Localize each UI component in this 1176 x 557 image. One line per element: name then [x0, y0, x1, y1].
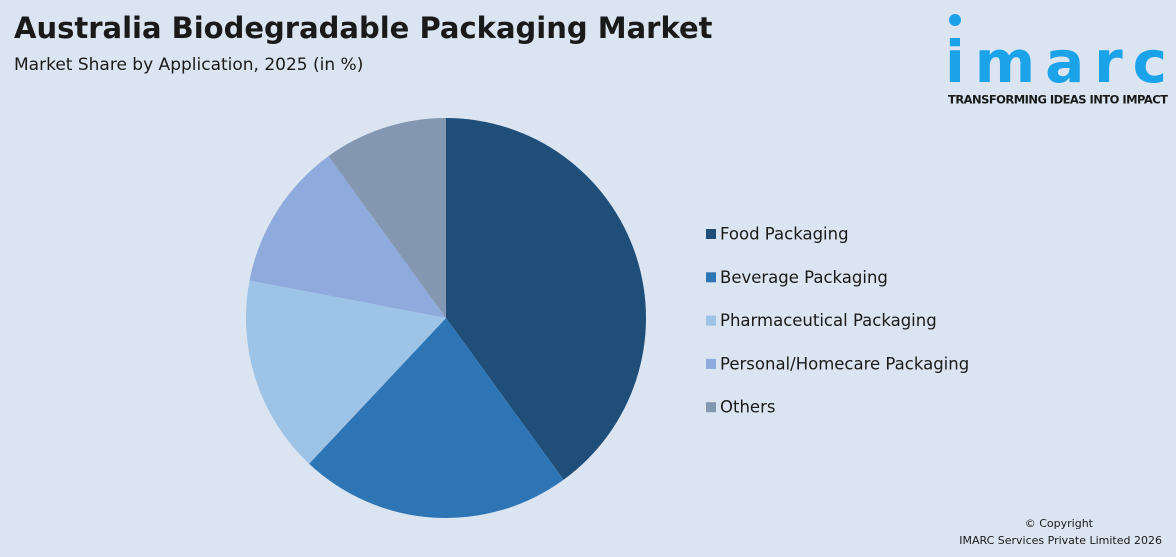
logo-dot: [949, 14, 961, 26]
legend-label: Pharmaceutical Packaging: [720, 311, 937, 330]
legend-label: Personal/Homecare Packaging: [720, 354, 969, 373]
legend-label: Food Packaging: [720, 225, 849, 244]
chart-subtitle: Market Share by Application, 2025 (in %): [14, 55, 363, 75]
pie-slice: [446, 118, 646, 480]
legend-label: Others: [720, 398, 775, 417]
tagline: TRANSFORMING IDEAS INTO IMPACT: [948, 93, 1168, 107]
legend-swatch: [706, 402, 716, 413]
legend-swatch: [706, 229, 716, 239]
legend-swatch: [706, 358, 716, 369]
pie-slice: [249, 156, 446, 318]
pie-slice: [328, 118, 446, 318]
legend-swatch: [706, 272, 716, 283]
chart-title: Australia Biodegradable Packaging Market: [14, 11, 713, 45]
copyright: © Copyright: [1025, 517, 1094, 530]
copyright: IMARC Services Private Limited 2026: [959, 534, 1162, 547]
pie-slice: [246, 280, 446, 464]
legend-label: Beverage Packaging: [720, 268, 888, 287]
pie-slice: [309, 318, 564, 518]
legend-swatch: [706, 315, 716, 326]
logo: imarc: [945, 28, 1167, 96]
